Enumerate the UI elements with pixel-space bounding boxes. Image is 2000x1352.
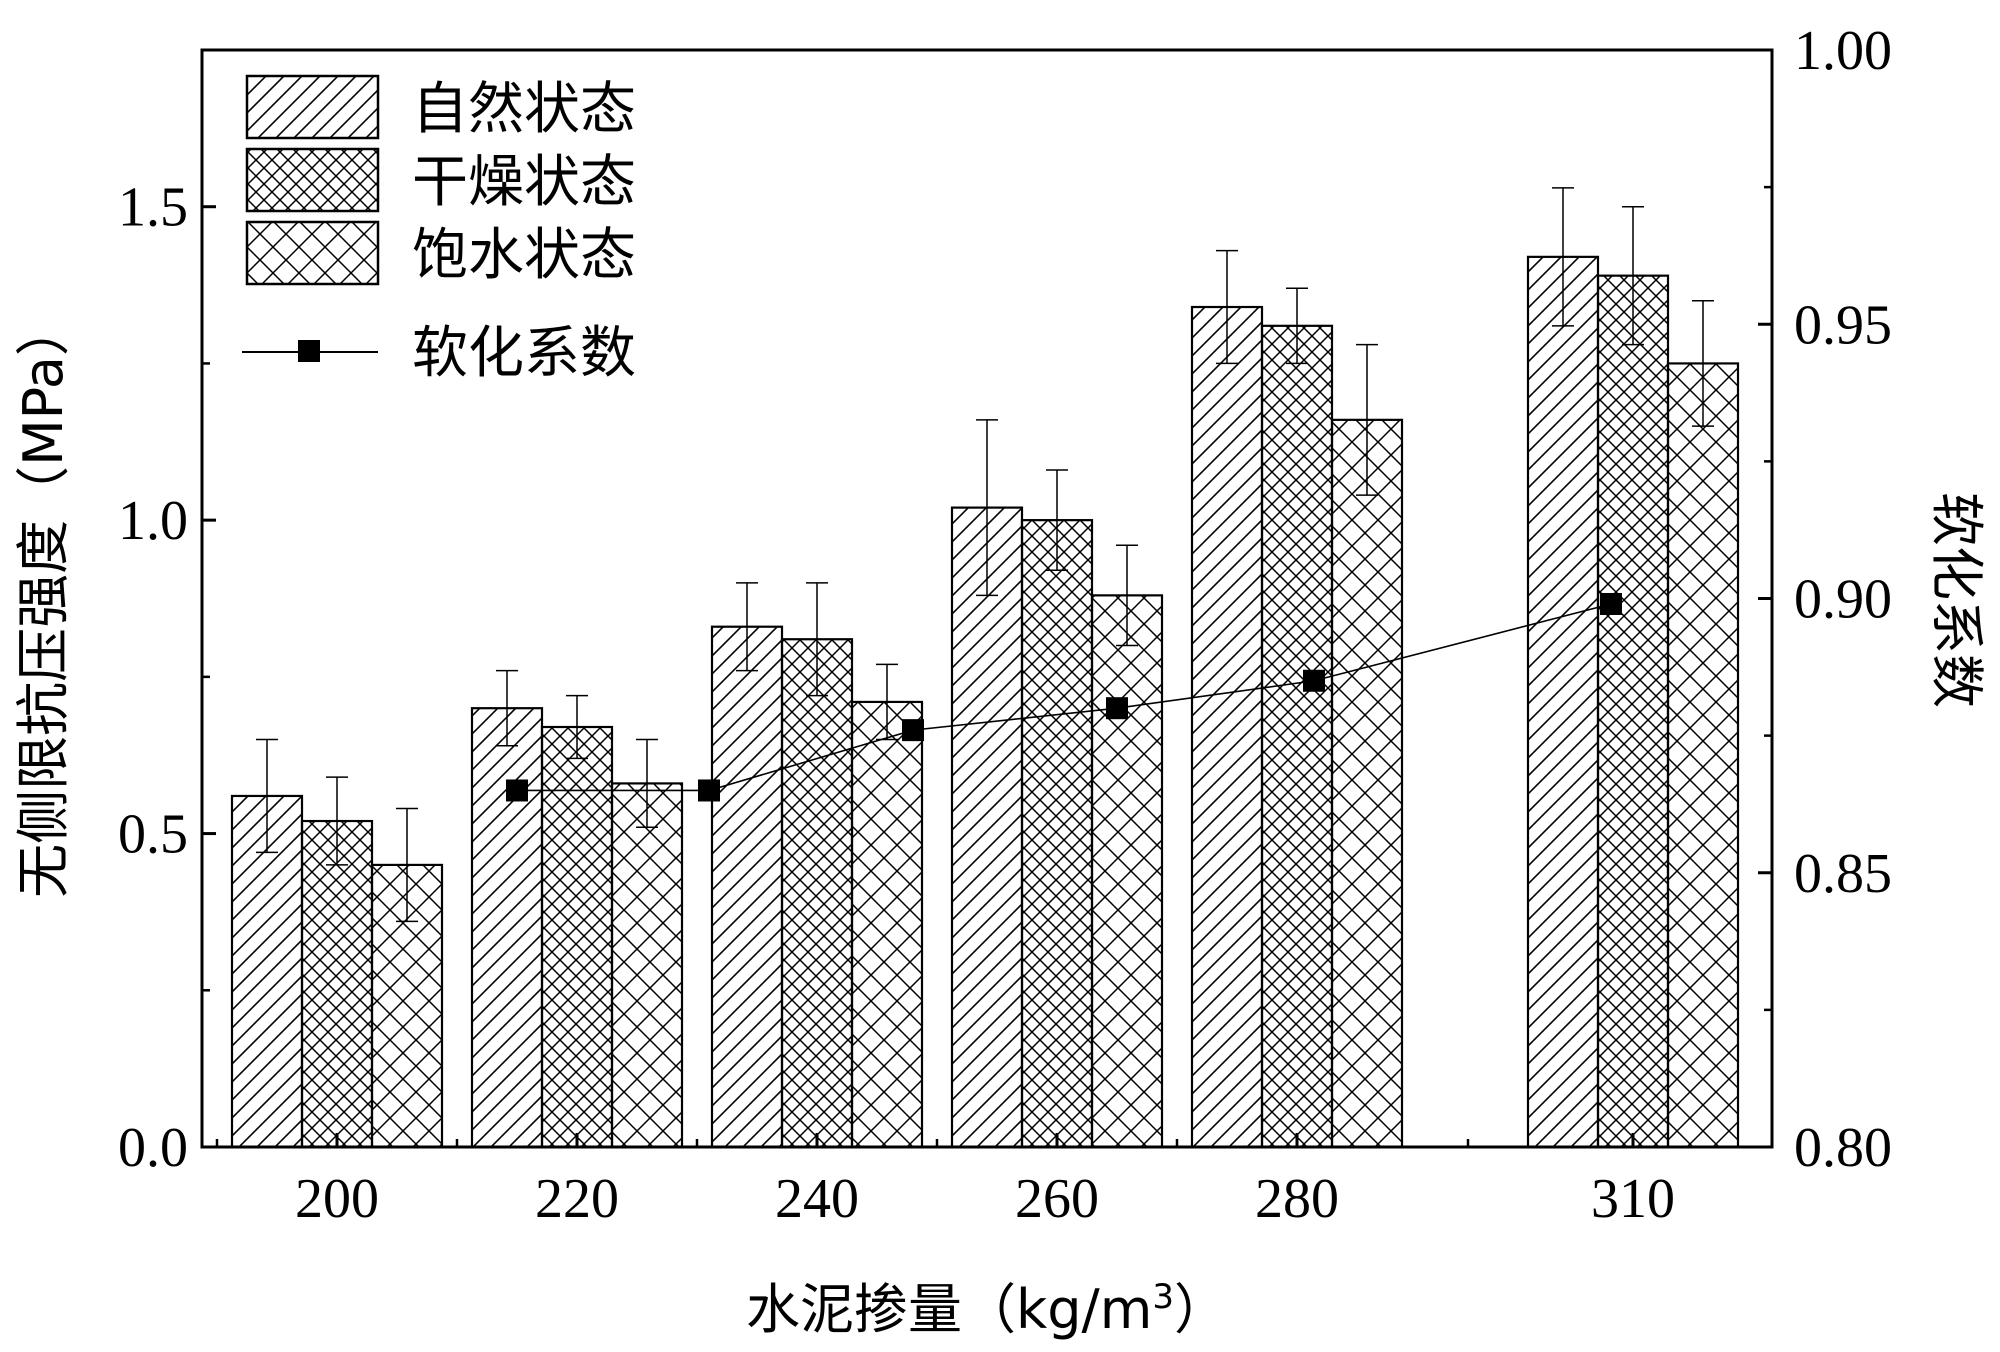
bar-280-series-0 xyxy=(1190,305,1264,1149)
softening-line-layer xyxy=(506,592,1622,802)
bar-240-series-1 xyxy=(780,638,854,1149)
y-tick-label: 1.5 xyxy=(118,177,188,239)
bar-220-series-2 xyxy=(610,782,684,1149)
y2-axis-title: 软化系数 xyxy=(1925,492,1988,708)
x-axis-title-superscript: 3 xyxy=(1152,1277,1174,1317)
legend-label-natural: 自然状态 xyxy=(412,77,636,142)
bar-220-series-1 xyxy=(540,725,614,1149)
x-axis-title-main: 水泥掺量（kg/m xyxy=(746,1278,1152,1341)
x-tick-label: 200 xyxy=(295,1168,379,1230)
legend-marker-softening xyxy=(298,340,320,362)
bar-200-series-0 xyxy=(230,794,304,1149)
x-tick-label: 260 xyxy=(1015,1168,1099,1230)
bar-260-series-0 xyxy=(950,506,1024,1149)
y-tick-label: 1.0 xyxy=(118,490,188,552)
error-bars-layer xyxy=(256,187,1714,923)
bar-310-series-2 xyxy=(1666,362,1740,1149)
legend-swatch-dry xyxy=(245,147,380,213)
bar-220-series-0 xyxy=(470,707,544,1149)
softening-marker-5 xyxy=(1600,592,1622,615)
axes-layer: 0.0 0.5 1.0 1.5 0.80 0.85 0.90 0.95 1.00 200 220 24… xyxy=(118,20,1892,1230)
y2-tick-label: 0.95 xyxy=(1794,294,1892,356)
bar-280-series-1 xyxy=(1260,324,1334,1149)
x-tick-label: 310 xyxy=(1591,1168,1675,1230)
x-axis-title-end: ） xyxy=(1174,1278,1228,1341)
x-tick-label: 280 xyxy=(1255,1168,1339,1230)
softening-marker-2 xyxy=(902,719,924,742)
x-axis-title: 水泥掺量（kg/m3） xyxy=(746,1277,1228,1341)
legend-swatch-natural xyxy=(245,74,380,140)
x-tick-label: 220 xyxy=(535,1168,619,1230)
y-tick-label: 0.5 xyxy=(118,804,188,866)
x-tick-label: 240 xyxy=(775,1168,859,1230)
y-axis-title: 无侧限抗压强度（MPa） xyxy=(12,302,75,898)
bar-310-series-1 xyxy=(1596,274,1670,1149)
bar-280-series-2 xyxy=(1330,418,1404,1149)
softening-marker-0 xyxy=(506,779,528,802)
legend-label-softening: 软化系数 xyxy=(412,321,636,386)
bar-200-series-1 xyxy=(300,819,374,1149)
y2-tick-label: 0.90 xyxy=(1794,569,1892,631)
softening-marker-1 xyxy=(698,779,720,802)
softening-marker-4 xyxy=(1303,669,1325,692)
bar-240-series-0 xyxy=(710,625,784,1149)
softening-coefficient-line xyxy=(517,603,1612,792)
legend-swatch-saturated xyxy=(245,220,380,286)
y2-tick-label: 1.00 xyxy=(1794,20,1892,82)
legend-label-dry: 干燥状态 xyxy=(412,150,636,215)
softening-marker-3 xyxy=(1106,697,1128,720)
legend: 自然状态 干燥状态 饱水状态 软化系数 xyxy=(242,74,636,386)
bar-260-series-1 xyxy=(1020,519,1094,1149)
bar-260-series-2 xyxy=(1090,594,1164,1149)
bar-310-series-0 xyxy=(1526,255,1600,1149)
bars-layer xyxy=(230,255,1740,1149)
y2-tick-label: 0.85 xyxy=(1794,843,1892,905)
y-tick-label: 0.0 xyxy=(118,1117,188,1179)
legend-label-saturated: 饱水状态 xyxy=(412,223,636,288)
y2-tick-label: 0.80 xyxy=(1794,1117,1892,1179)
bar-240-series-2 xyxy=(850,700,924,1149)
